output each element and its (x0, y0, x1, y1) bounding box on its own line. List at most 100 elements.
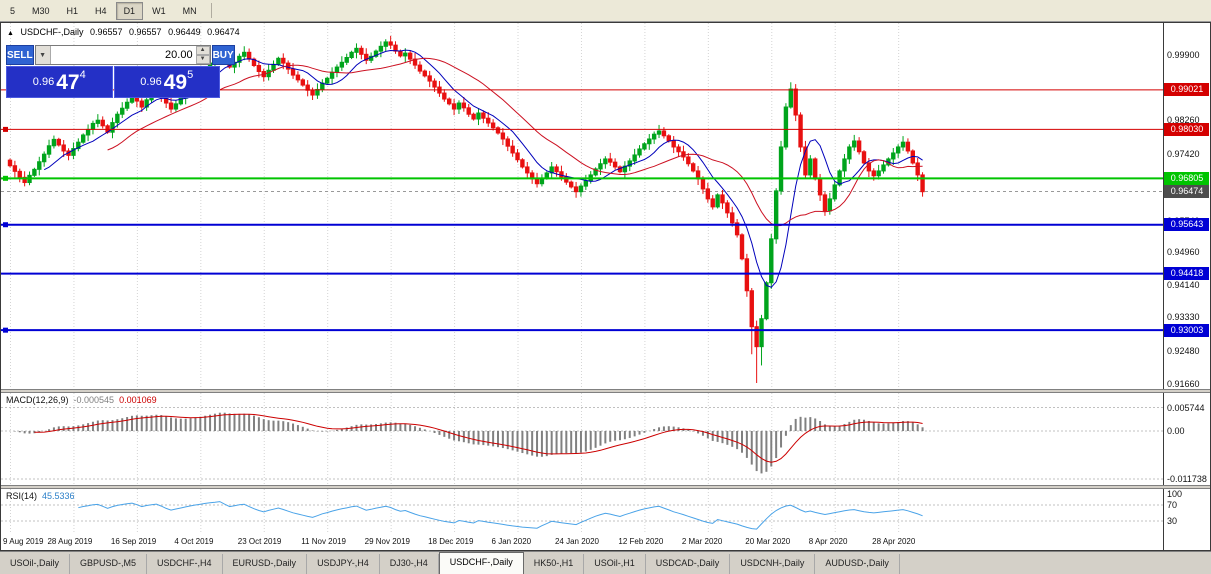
date-label: 29 Nov 2019 (364, 537, 410, 546)
date-label: 24 Jan 2020 (554, 537, 599, 546)
rsi-name: RSI(14) (6, 491, 38, 501)
chart-tab-USDCNH-Daily[interactable]: USDCNH-,Daily (730, 554, 816, 574)
buy-price-base: 0.96 (140, 76, 162, 88)
price-label: 0.93330 (1167, 312, 1200, 323)
price-tag: 0.99021 (1164, 83, 1209, 97)
buy-button[interactable]: BUY (211, 45, 235, 65)
one-click-trading-widget: SELL ▼ ▲ ▼ BUY 0.96 47 4 (6, 45, 235, 98)
panel-splitter[interactable] (1, 389, 1210, 393)
macd-axis[interactable]: 0.005744 0.00 -0.011738 (1163, 393, 1209, 485)
price-tag: 0.96474 (1164, 185, 1209, 199)
buy-price-big: 49 (163, 70, 188, 94)
chart-tab-USDCHF-Daily[interactable]: USDCHF-,Daily (438, 552, 524, 574)
price-label: 0.94140 (1167, 279, 1200, 290)
timeframe-button-W1[interactable]: W1 (152, 5, 166, 16)
timeframe-button-H4[interactable]: H4 (95, 5, 107, 16)
chart-tab-USDCAD-Daily[interactable]: USDCAD-,Daily (645, 554, 731, 574)
rsi-chart[interactable] (1, 489, 1163, 534)
sell-button[interactable]: SELL (6, 45, 34, 65)
volume-up-icon[interactable]: ▲ (195, 46, 210, 55)
price-label: 70 (1167, 500, 1178, 510)
price-tag: 0.96805 (1164, 171, 1209, 185)
date-label: 18 Dec 2019 (428, 537, 474, 546)
chart-tab-USDCHF-H4[interactable]: USDCHF-,H4 (147, 554, 223, 574)
price-label: 0.99900 (1167, 49, 1200, 60)
timeframe-button-D1[interactable]: D1 (115, 1, 144, 20)
macd-plot[interactable]: MACD(12,26,9) -0.000545 0.001069 (1, 393, 1163, 485)
toolbar-separator (210, 3, 212, 18)
timeframe-button-H1[interactable]: H1 (66, 5, 79, 16)
timeframe-button-5[interactable]: 5 (10, 5, 16, 16)
price-label: 0.94960 (1167, 247, 1200, 257)
timeframe-button-M30[interactable]: M30 (32, 5, 50, 16)
chart-tab-USDJPY-H4[interactable]: USDJPY-,H4 (307, 554, 380, 574)
price-tag: 0.93003 (1164, 323, 1209, 337)
rsi-panel: RSI(14) 45.5336 100 70 30 (1, 489, 1210, 534)
chart-tabbar: USOil-,Daily GBPUSD-,M5 USDCHF-,H4 EURUSD-,… (0, 551, 1211, 574)
timeframe-button-MN[interactable]: MN (182, 5, 197, 16)
macd-panel: MACD(12,26,9) -0.000545 0.001069 0.005744 0… (1, 393, 1210, 485)
rsi-plot[interactable]: RSI(14) 45.5336 (1, 489, 1163, 534)
sell-price-sup: 4 (79, 69, 86, 81)
date-label: 6 Jan 2020 (491, 537, 532, 546)
volume-group: ▼ ▲ ▼ (34, 45, 211, 65)
candlestick-chart[interactable] (1, 23, 1163, 389)
chart-tab-HK50-H1[interactable]: HK50-,H1 (523, 554, 585, 574)
date-label: 28 Apr 2020 (872, 537, 916, 546)
chart-tab-GBPUSD-M5[interactable]: GBPUSD-,M5 (70, 554, 148, 574)
price-label: 0.91660 (1167, 378, 1200, 389)
macd-label: MACD(12,26,9) -0.000545 0.001069 (6, 395, 157, 405)
price-label: 30 (1167, 516, 1178, 526)
price-label: -0.011738 (1167, 474, 1207, 484)
price-label: 0.005744 (1167, 402, 1205, 413)
chart-tab-USOil-Daily[interactable]: USOil-,Daily (0, 554, 71, 574)
price-label: 0.92480 (1167, 346, 1200, 357)
macd-main-value: -0.000545 (73, 395, 115, 405)
price-label: 0.98260 (1167, 115, 1200, 126)
macd-chart[interactable] (1, 393, 1163, 485)
date-axis[interactable]: 9 Aug 2019 28 Aug 2019 16 Sep 2019 4 Oct 20… (1, 534, 1163, 550)
sell-price-base: 0.96 (32, 76, 55, 88)
date-label: 11 Nov 2019 (301, 537, 346, 546)
price-tag: 0.98030 (1164, 122, 1209, 136)
price-label: 100 (1167, 489, 1183, 499)
panel-splitter[interactable] (1, 485, 1210, 489)
date-label: 28 Aug 2019 (47, 537, 93, 546)
ohlc-open: 0.96557 (89, 27, 123, 37)
chart-tab-DJ30-H4[interactable]: DJ30-,H4 (379, 554, 439, 574)
price-label: 0.00 (1167, 426, 1185, 436)
chart-title: ▲ USDCHF-,Daily 0.96557 0.96557 0.96449 … (7, 27, 244, 37)
volume-down-icon[interactable]: ▼ (195, 55, 210, 64)
buy-price-sup: 5 (187, 69, 194, 81)
macd-signal-value: 0.001069 (119, 395, 157, 405)
date-label: 20 Mar 2020 (745, 537, 791, 546)
date-label: 8 Apr 2020 (808, 537, 848, 546)
buy-price-panel[interactable]: 0.96 49 5 (113, 66, 220, 98)
ohlc-close: 0.96474 (207, 27, 240, 37)
volume-dropdown-icon[interactable]: ▼ (35, 46, 51, 64)
rsi-label: RSI(14) 45.5336 (6, 491, 75, 501)
rsi-value: 45.5336 (42, 491, 75, 501)
chart-symbol-label: USDCHF-,Daily (20, 27, 84, 37)
rsi-line (78, 501, 923, 530)
rsi-axis[interactable]: 100 70 30 (1163, 489, 1209, 534)
volume-input[interactable] (50, 46, 196, 64)
date-label: 9 Aug 2019 (3, 537, 44, 546)
macd-name: MACD(12,26,9) (6, 395, 69, 405)
date-axis-row: 9 Aug 2019 28 Aug 2019 16 Sep 2019 4 Oct 20… (1, 534, 1210, 550)
main-chart-plot[interactable]: ▲ USDCHF-,Daily 0.96557 0.96557 0.96449 … (1, 23, 1163, 389)
chart-tab-USOil-H1[interactable]: USOil-,H1 (584, 554, 646, 574)
sell-price-panel[interactable]: 0.96 47 4 (6, 66, 113, 98)
price-axis[interactable]: 0.999000.990800.982600.974200.965800.957… (1163, 23, 1209, 389)
timeframe-toolbar: 5 M30 H1 H4 D1 W1 MN (0, 0, 1211, 22)
chart-window: ▲ USDCHF-,Daily 0.96557 0.96557 0.96449 … (0, 22, 1211, 551)
ohlc-high: 0.96557 (129, 27, 162, 37)
ohlc-low: 0.96449 (168, 27, 201, 37)
chart-tab-EURUSD-Daily[interactable]: EURUSD-,Daily (222, 554, 308, 574)
volume-stepper: ▲ ▼ (195, 46, 210, 64)
price-tag: 0.94418 (1164, 267, 1209, 281)
price-label: 0.97420 (1167, 148, 1200, 159)
macd-signal-line (34, 413, 923, 463)
date-label: 4 Oct 2019 (174, 537, 214, 546)
chart-tab-AUDUSD-Daily[interactable]: AUDUSD-,Daily (815, 554, 900, 574)
